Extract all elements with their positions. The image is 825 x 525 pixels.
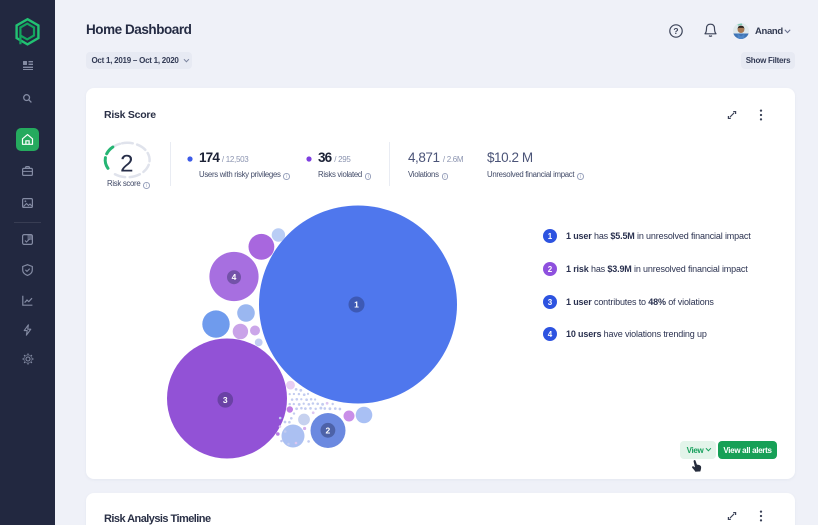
svg-text:2: 2 bbox=[326, 425, 331, 435]
svg-text:?: ? bbox=[673, 26, 678, 36]
svg-text:2: 2 bbox=[120, 151, 133, 178]
svg-text:3: 3 bbox=[223, 395, 228, 405]
svg-text:4: 4 bbox=[232, 272, 237, 282]
svg-text:1: 1 bbox=[354, 300, 359, 310]
